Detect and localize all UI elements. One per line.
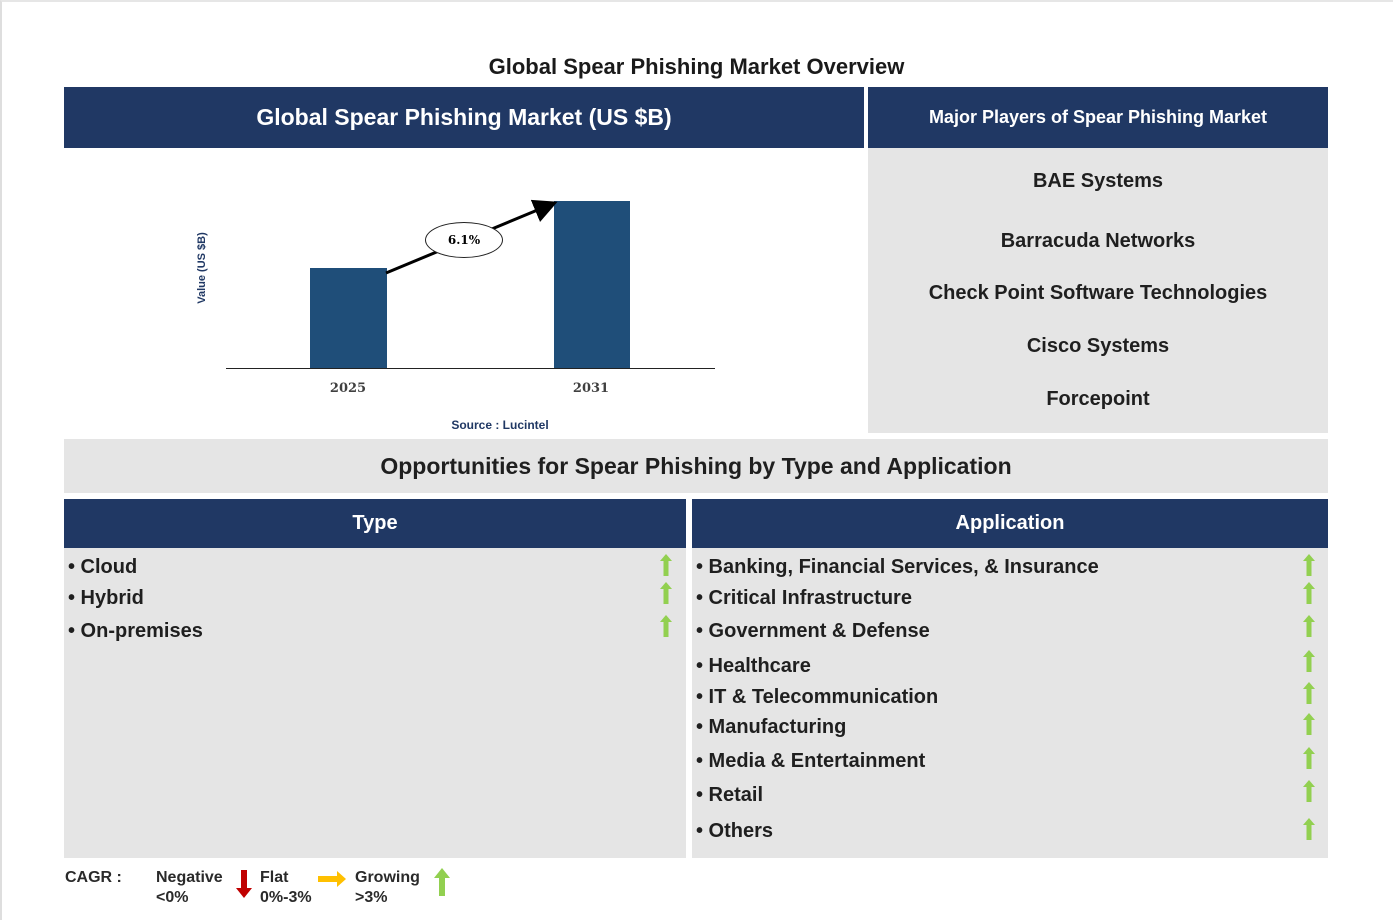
legend-cagr-label: CAGR : <box>65 869 122 886</box>
market-panel-header: Global Spear Phishing Market (US $B) <box>64 87 864 148</box>
legend-flat: Flat 0%-3% <box>260 868 312 908</box>
legend-growing: Growing >3% <box>355 868 420 908</box>
application-header: Application <box>692 499 1328 548</box>
growing-arrow-icon <box>1303 554 1315 576</box>
growing-arrow-icon <box>1303 713 1315 735</box>
type-item-hybrid: • Hybrid <box>68 587 144 609</box>
bar-2031 <box>554 201 630 368</box>
application-item: • Manufacturing <box>696 716 847 738</box>
legend-growing-range: >3% <box>355 889 388 906</box>
chart-y-axis-label: Value (US $B) <box>196 232 208 304</box>
chart-x-axis <box>226 368 715 369</box>
application-list: • Banking, Financial Services, & Insuran… <box>692 548 1328 858</box>
application-item: • Government & Defense <box>696 620 930 642</box>
application-item: • Others <box>696 820 774 842</box>
application-item: • IT & Telecommunication <box>696 686 939 708</box>
type-item-on-premises: • On-premises <box>68 620 203 642</box>
growing-arrow-icon <box>1303 780 1315 802</box>
growing-up-arrow-icon <box>434 868 450 896</box>
application-item: • Media & Entertainment <box>696 750 926 772</box>
legend-flat-range: 0%-3% <box>260 889 312 906</box>
chart-source: Source : Lucintel <box>451 418 549 432</box>
bar-2025 <box>310 268 387 368</box>
application-item: • Healthcare <box>696 655 811 677</box>
negative-down-arrow-icon <box>236 870 252 898</box>
market-chart <box>64 148 864 433</box>
flat-right-arrow-icon <box>318 871 346 887</box>
growing-arrow-icon <box>1303 747 1315 769</box>
application-item: • Banking, Financial Services, & Insuran… <box>696 556 1099 578</box>
players-list: BAE Systems Barracuda Networks Check Poi… <box>868 148 1328 433</box>
growing-arrow-icon <box>1303 582 1315 604</box>
growing-arrow-icon <box>660 615 672 637</box>
type-item-cloud: • Cloud <box>68 556 138 578</box>
player-item: Forcepoint <box>1046 388 1150 410</box>
growing-arrow-icon <box>1303 818 1315 840</box>
page-title: Global Spear Phishing Market Overview <box>488 54 905 79</box>
x-tick-2031: 2031 <box>572 381 610 396</box>
application-item: • Critical Infrastructure <box>696 587 912 609</box>
opportunities-title: Opportunities for Spear Phishing by Type… <box>64 439 1328 493</box>
application-item: • Retail <box>696 784 764 806</box>
growing-arrow-icon <box>1303 682 1315 704</box>
players-panel-header: Major Players of Spear Phishing Market <box>868 87 1328 148</box>
x-tick-2025: 2025 <box>329 381 367 396</box>
growing-arrow-icon <box>1303 650 1315 672</box>
player-item: BAE Systems <box>1032 170 1164 192</box>
growing-arrow-icon <box>660 582 672 604</box>
growing-arrow-icon <box>660 554 672 576</box>
cagr-annotation: 6.1% <box>425 222 503 258</box>
legend-growing-label: Growing <box>355 869 420 886</box>
player-item: Barracuda Networks <box>1000 230 1196 252</box>
legend-flat-label: Flat <box>260 869 289 886</box>
legend-negative-range: <0% <box>156 889 189 906</box>
legend-negative: Negative <0% <box>156 868 223 908</box>
type-header: Type <box>64 499 686 548</box>
growing-arrow-icon <box>1303 615 1315 637</box>
legend-negative-label: Negative <box>156 869 223 886</box>
type-list: • Cloud • Hybrid • On-premises <box>64 548 686 858</box>
player-item: Cisco Systems <box>1026 335 1170 357</box>
player-item: Check Point Software Technologies <box>928 282 1268 304</box>
